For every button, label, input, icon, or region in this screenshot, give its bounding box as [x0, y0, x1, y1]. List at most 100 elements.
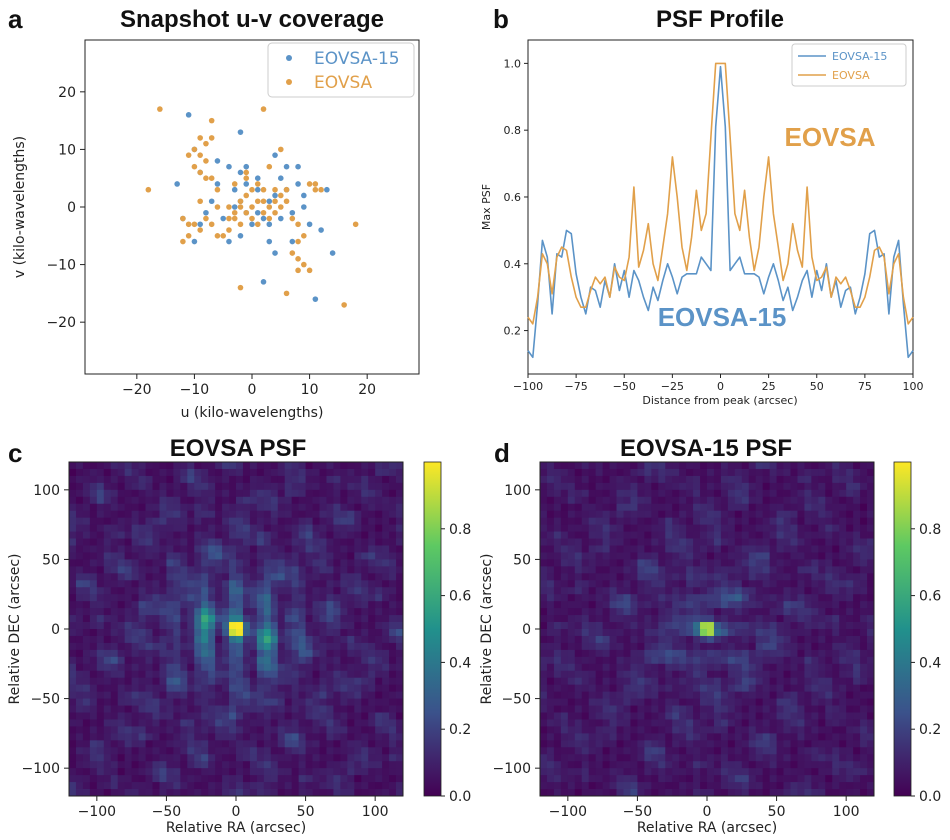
heatmap-cell	[138, 580, 146, 588]
heatmap-cell	[166, 482, 174, 491]
heatmap-cell	[546, 635, 555, 644]
heatmap-cell	[713, 684, 722, 693]
heatmap-cell	[298, 733, 306, 741]
heatmap-cell	[229, 733, 237, 741]
heatmap-cell	[326, 482, 334, 491]
heatmap-cell	[707, 482, 715, 491]
heatmap-cell	[249, 482, 258, 491]
point-eovsa	[243, 175, 250, 182]
heatmap-cell	[319, 761, 327, 769]
heatmap-cell	[354, 635, 362, 644]
heatmap-cell	[75, 775, 84, 783]
heatmap-cell	[194, 691, 202, 699]
heatmap-cell	[637, 754, 645, 762]
heatmap-cell	[291, 719, 300, 727]
heatmap-cell	[117, 649, 126, 658]
heatmap-cell	[305, 510, 313, 519]
heatmap-cell	[860, 747, 868, 755]
heatmap-cell	[117, 754, 126, 762]
heatmap-cell	[124, 587, 133, 595]
heatmap-cell	[762, 691, 771, 699]
heatmap-cell	[333, 649, 341, 658]
heatmap-cell	[361, 496, 369, 505]
heatmap-cell	[853, 663, 861, 672]
heatmap-cell	[249, 649, 258, 658]
heatmap-cell	[291, 559, 300, 567]
heatmap-cell	[159, 559, 167, 567]
heatmap-cell	[546, 789, 555, 797]
heatmap-cell	[375, 559, 383, 567]
heatmap-cell	[644, 719, 652, 727]
heatmap-cell	[291, 754, 300, 762]
heatmap-cell	[69, 482, 77, 491]
heatmap-cell	[326, 566, 334, 574]
heatmap-cell	[368, 545, 376, 553]
heatmap-cell	[298, 635, 306, 644]
heatmap-cell	[651, 733, 659, 741]
heatmap-cell	[804, 649, 812, 658]
heatmap-cell	[375, 705, 383, 713]
heatmap-cell	[700, 740, 708, 748]
heatmap-cell	[89, 677, 98, 686]
heatmap-cell	[166, 510, 174, 519]
heatmap-cell	[354, 684, 362, 693]
heatmap-cell	[574, 552, 583, 560]
heatmap-cell	[581, 468, 590, 477]
heatmap-cell	[574, 719, 583, 727]
heatmap-cell	[540, 531, 548, 539]
heatmap-cell	[159, 510, 167, 519]
heatmap-cell	[152, 740, 160, 748]
heatmap-cell	[236, 712, 244, 720]
heatmap-cell	[389, 691, 397, 699]
heatmap-cell	[783, 677, 791, 686]
heatmap-cell	[825, 775, 833, 783]
heatmap-cell	[180, 538, 188, 546]
heatmap-cell	[734, 768, 743, 776]
heatmap-cell	[340, 524, 348, 532]
colorbar-tick-label: 0.0	[919, 789, 941, 805]
heatmap-cell	[839, 517, 847, 526]
heatmap-cell	[173, 629, 181, 637]
point-eovsa15	[243, 163, 250, 170]
heatmap-cell	[867, 601, 875, 609]
heatmap-cell	[734, 531, 743, 539]
heatmap-cell	[284, 601, 293, 609]
heatmap-cell	[368, 496, 376, 505]
heatmap-cell	[263, 775, 272, 783]
heatmap-cell	[368, 684, 376, 693]
heatmap-cell	[159, 601, 167, 609]
heatmap-cell	[686, 670, 694, 679]
heatmap-cell	[270, 475, 279, 484]
heatmap-cell	[790, 510, 798, 519]
heatmap-cell	[270, 698, 279, 706]
heatmap-cell	[180, 580, 188, 588]
heatmap-cell	[396, 768, 404, 776]
heatmap-cell	[540, 552, 548, 560]
heatmap-cell	[382, 629, 390, 637]
heatmap-cell	[96, 670, 105, 679]
panel-c-title: EOVSA PSF	[170, 435, 306, 462]
heatmap-cell	[602, 691, 610, 699]
heatmap-cell	[602, 552, 610, 560]
heatmap-cell	[546, 615, 555, 623]
heatmap-cell	[312, 468, 320, 477]
heatmap-cell	[382, 468, 390, 477]
heatmap-cell	[194, 635, 202, 644]
heatmap-cell	[326, 726, 334, 734]
heatmap-cell	[581, 496, 590, 505]
heatmap-cell	[173, 782, 181, 790]
heatmap-cell	[665, 635, 673, 644]
heatmap-cell	[867, 615, 875, 623]
heatmap-cell	[553, 482, 562, 491]
heatmap-cell	[867, 608, 875, 616]
heatmap-cell	[131, 517, 139, 526]
heatmap-cell	[693, 468, 701, 477]
heatmap-cell	[651, 761, 659, 769]
heatmap-cell	[588, 629, 597, 637]
heatmap-cell	[832, 594, 840, 602]
heatmap-cell	[333, 510, 341, 519]
heatmap-cell	[180, 608, 188, 616]
heatmap-cell	[236, 524, 244, 532]
heatmap-cell	[546, 782, 555, 790]
heatmap-cell	[658, 677, 666, 686]
